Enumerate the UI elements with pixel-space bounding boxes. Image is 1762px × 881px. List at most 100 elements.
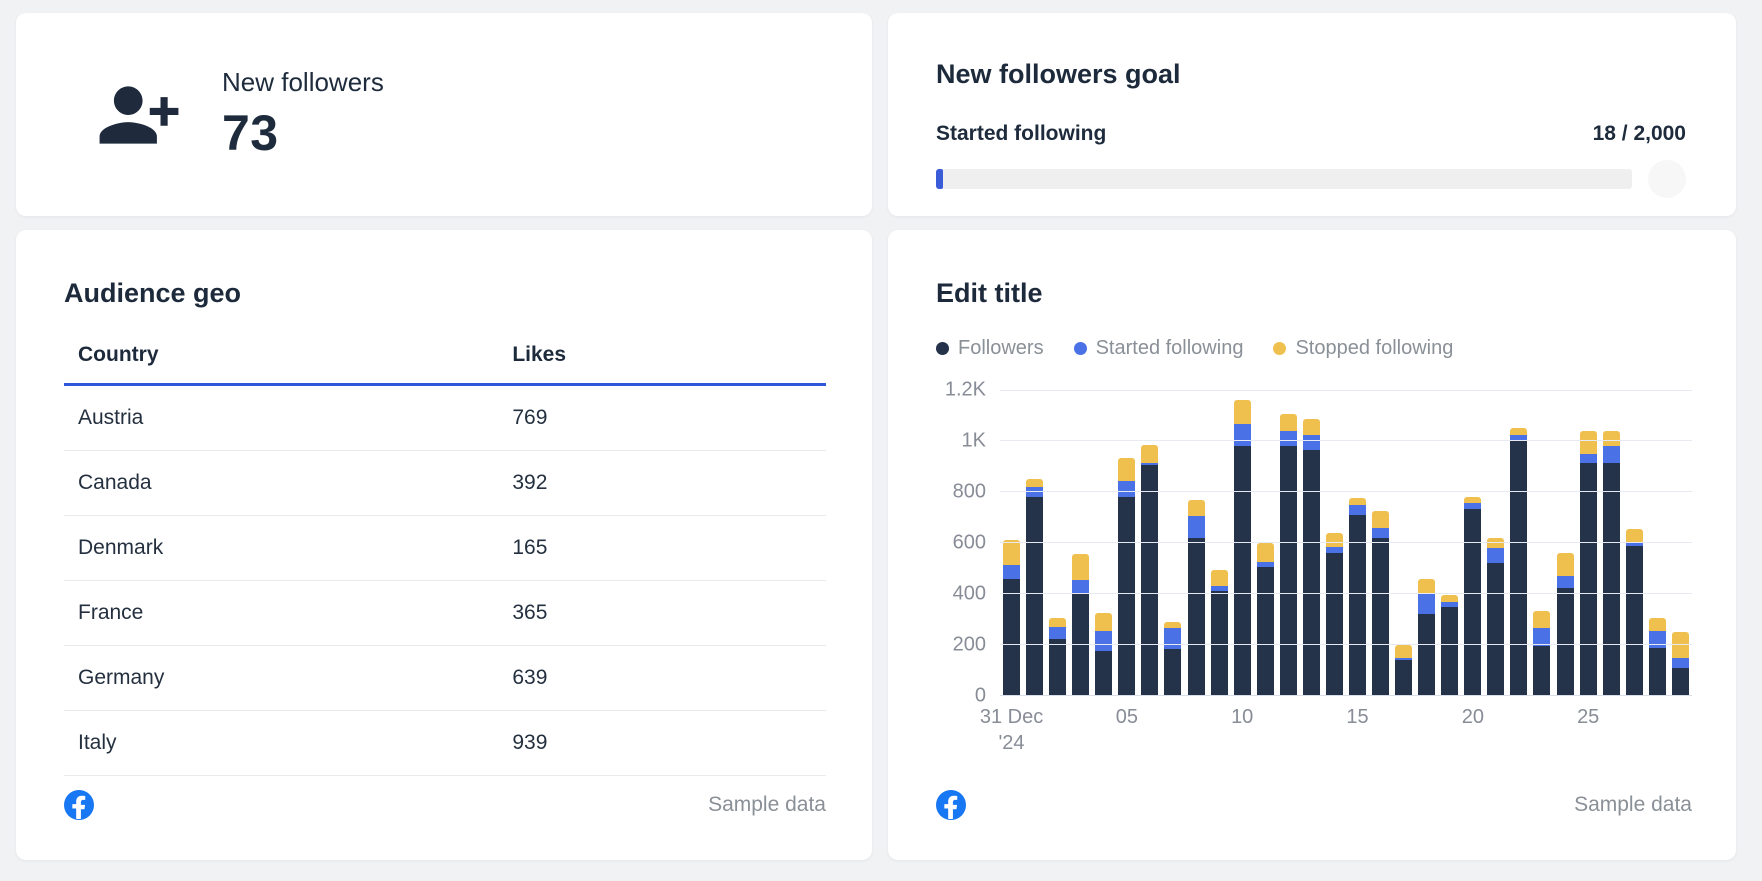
bar-segment-followers	[1648, 647, 1666, 696]
bar-segment-started-following	[1187, 516, 1205, 538]
stacked-bar	[1464, 497, 1482, 696]
goal-progress	[936, 160, 1686, 198]
bar-13[interactable]	[1300, 390, 1323, 696]
chart-legend: Followers Started following Stopped follow…	[936, 337, 1692, 360]
bar-segment-stopped-following	[1003, 540, 1021, 565]
bar-segment-started-following	[1625, 542, 1643, 546]
bar-18[interactable]	[1415, 390, 1438, 696]
legend-item-started-following[interactable]: Started following	[1073, 337, 1243, 360]
bar-segment-stopped-following	[1556, 553, 1574, 577]
geo-country-cell: Austria	[64, 384, 499, 451]
stacked-bar	[1256, 543, 1274, 696]
geo-table-row: Austria 769	[64, 384, 826, 451]
bar-segment-followers	[1579, 462, 1597, 696]
audience-geo-card: Audience geo Country Likes Austria 769 Can…	[16, 230, 872, 860]
stacked-bar	[1372, 511, 1390, 696]
stacked-bar	[1556, 553, 1574, 696]
bar-segment-started-following	[1372, 527, 1390, 538]
geo-card-footer: Sample data	[64, 790, 826, 820]
gridline	[1000, 390, 1692, 391]
geo-card-title: Audience geo	[64, 278, 242, 308]
bar-segment-stopped-following	[1671, 632, 1689, 658]
bar-segment-started-following	[1348, 504, 1366, 515]
bar-segment-started-following	[1325, 546, 1343, 554]
bar-23[interactable]	[1530, 390, 1553, 696]
gridline	[1000, 695, 1692, 696]
bar-segment-started-following	[1049, 627, 1067, 639]
bar-segment-stopped-following	[1026, 479, 1044, 487]
bar-segment-started-following	[1118, 480, 1136, 498]
geo-likes-cell: 639	[498, 645, 826, 711]
bar-21[interactable]	[1484, 390, 1507, 696]
bar-04[interactable]	[1092, 390, 1115, 696]
bar-segment-started-following	[1464, 503, 1482, 509]
x-axis-label: 31 Dec '24	[979, 706, 1044, 754]
chart-title[interactable]: Edit title	[936, 278, 1043, 308]
y-axis-label: 1K	[961, 429, 986, 452]
bar-19[interactable]	[1438, 390, 1461, 696]
bar-25[interactable]	[1577, 390, 1600, 696]
geo-country-cell: France	[64, 580, 499, 646]
bar-08[interactable]	[1185, 390, 1208, 696]
legend-item-followers[interactable]: Followers	[936, 337, 1044, 360]
bar-10[interactable]	[1231, 390, 1254, 696]
legend-label: Stopped following	[1295, 337, 1454, 359]
stacked-bar	[1049, 618, 1067, 696]
bar-09[interactable]	[1208, 390, 1231, 696]
chart-plot-area	[1000, 390, 1692, 696]
bar-11[interactable]	[1254, 390, 1277, 696]
bar-24[interactable]	[1554, 390, 1577, 696]
bar-segment-stopped-following	[1372, 511, 1390, 528]
bar-26[interactable]	[1600, 390, 1623, 696]
chart-x-axis: 31 Dec '24 05 10 15 20 25	[980, 696, 1692, 758]
stacked-bar	[1671, 632, 1689, 696]
bar-03[interactable]	[1069, 390, 1092, 696]
bar-segment-followers	[1487, 563, 1505, 696]
followers-goal-card: New followers goal Started following 18 …	[888, 13, 1736, 216]
legend-item-stopped-following[interactable]: Stopped following	[1273, 337, 1453, 360]
bar-segment-stopped-following	[1072, 554, 1090, 580]
bar-02[interactable]	[1046, 390, 1069, 696]
bar-segment-started-following	[1556, 576, 1574, 588]
y-axis-label: 200	[952, 633, 986, 656]
goal-row: Started following 18 / 2,000	[936, 122, 1686, 146]
bar-segment-followers	[1072, 594, 1090, 696]
bar-segment-started-following	[1302, 434, 1320, 450]
geo-country-cell: Germany	[64, 645, 499, 711]
bar-07[interactable]	[1161, 390, 1184, 696]
stat-value: 73	[222, 105, 279, 161]
bar-31-Dec-'24[interactable]	[1000, 390, 1023, 696]
bar-segment-stopped-following	[1210, 569, 1228, 587]
bar-segment-followers	[1418, 614, 1436, 696]
goal-card-title: New followers goal	[936, 59, 1181, 89]
bar-06[interactable]	[1138, 390, 1161, 696]
bar-28[interactable]	[1646, 390, 1669, 696]
geo-likes-cell: 769	[498, 384, 826, 451]
bar-segment-stopped-following	[1279, 414, 1297, 431]
bar-segment-followers	[1026, 497, 1044, 696]
goal-badge-circle	[1648, 160, 1686, 198]
bar-22[interactable]	[1507, 390, 1530, 696]
bar-16[interactable]	[1369, 390, 1392, 696]
bar-14[interactable]	[1323, 390, 1346, 696]
bar-20[interactable]	[1461, 390, 1484, 696]
bar-12[interactable]	[1277, 390, 1300, 696]
bar-segment-started-following	[1141, 462, 1159, 466]
gridline	[1000, 542, 1692, 543]
chart-body: 0 200 400 600 800 1K 1.2K	[936, 379, 1692, 707]
bar-segment-followers	[1325, 553, 1343, 696]
bar-27[interactable]	[1623, 390, 1646, 696]
bar-segment-followers	[1510, 441, 1528, 696]
y-axis-label: 0	[974, 684, 986, 707]
bar-15[interactable]	[1346, 390, 1369, 696]
bar-29[interactable]	[1669, 390, 1692, 696]
bar-01[interactable]	[1023, 390, 1046, 696]
chart-card-footer: Sample data	[936, 790, 1692, 820]
bar-17[interactable]	[1392, 390, 1415, 696]
bar-segment-stopped-following	[1464, 497, 1482, 504]
y-axis-label: 400	[952, 582, 986, 605]
stacked-bar	[1579, 430, 1597, 696]
bar-segment-started-following	[1533, 628, 1551, 647]
legend-dot	[936, 342, 949, 355]
bar-05[interactable]	[1115, 390, 1138, 696]
